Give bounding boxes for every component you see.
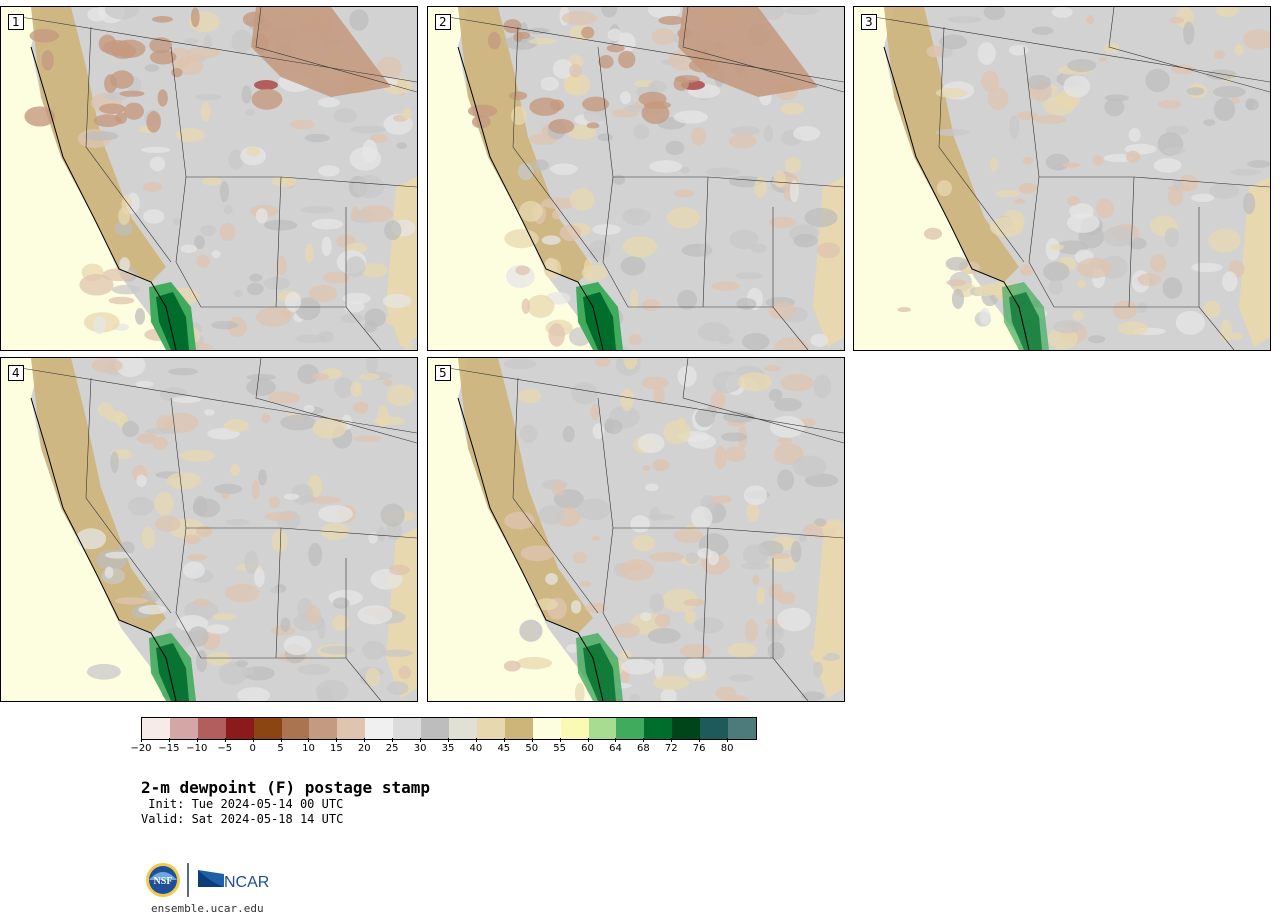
colorbar-tick (475, 738, 477, 742)
colorbar-tick (141, 738, 142, 742)
colorbar-tick (196, 738, 198, 742)
colorbar-tick-label: −15 (158, 743, 180, 754)
url-text: ensemble.ucar.edu (151, 902, 264, 915)
ncar-text: NCAR (224, 874, 269, 891)
colorbar-tick (587, 738, 589, 742)
panel-label-3: 3 (861, 14, 877, 30)
colorbar-tick-label: 15 (329, 743, 343, 754)
colorbar-swatch (560, 718, 589, 739)
colorbar-tick (224, 738, 226, 742)
panel-label-2: 2 (435, 14, 451, 30)
init-time: Init: Tue 2024-05-14 00 UTC (141, 797, 344, 811)
colorbar-tick-label: −20 (130, 743, 152, 754)
colorbar (141, 717, 757, 740)
colorbar-swatch (421, 718, 449, 739)
colorbar-swatch (309, 718, 338, 739)
colorbar-swatch (672, 718, 701, 739)
nsf-text: NSF (154, 876, 173, 887)
colorbar-swatch (225, 718, 254, 739)
colorbar-tick-label: 0 (249, 743, 256, 754)
colorbar-tick (643, 738, 645, 742)
dewpoint-map-5 (428, 358, 844, 701)
colorbar-swatch (142, 718, 170, 739)
colorbar-tick-label: 68 (636, 743, 650, 754)
colorbar-tick-label: 80 (720, 743, 734, 754)
map-panel-3: 3 (853, 6, 1271, 351)
colorbar-tick (252, 738, 254, 742)
nsf-logo-icon: NSF (146, 863, 180, 897)
colorbar-tick (671, 738, 673, 742)
colorbar-swatch (197, 718, 226, 739)
ncar-logo-icon: NCAR (198, 870, 269, 891)
colorbar-swatch (532, 718, 561, 739)
colorbar-ticks: −20 −15 −10 −5 0 5 10 15 20 25 30 35 40 45 50 55 60 64 68 7… (130, 738, 757, 758)
dewpoint-map-3 (854, 7, 1270, 350)
colorbar-tick-label: 55 (553, 743, 566, 754)
colorbar-swatch (588, 718, 617, 739)
panel-label-5: 5 (435, 365, 451, 381)
colorbar-tick-label: 50 (525, 743, 539, 754)
colorbar-tick (168, 738, 170, 742)
colorbar-tick (615, 738, 617, 742)
colorbar-tick-label: 64 (609, 743, 622, 754)
colorbar-tick (280, 738, 282, 742)
colorbar-swatch (616, 718, 645, 739)
map-panel-5: 5 (427, 357, 845, 702)
colorbar-swatch (448, 718, 477, 739)
colorbar-tick-label: 76 (692, 743, 706, 754)
colorbar-tick-label: −5 (217, 743, 233, 754)
colorbar-tick-label: 25 (385, 743, 399, 754)
map-panel-2: 2 (427, 6, 845, 351)
colorbar-tick (392, 738, 394, 742)
colorbar-swatch (393, 718, 422, 739)
colorbar-swatch (281, 718, 310, 739)
colorbar-tick-label: −10 (186, 743, 208, 754)
dewpoint-map-4 (1, 358, 417, 701)
colorbar-tick (448, 738, 449, 742)
colorbar-tick (308, 738, 310, 742)
plot-title: 2-m dewpoint (F) postage stamp (141, 778, 430, 797)
colorbar-tick (420, 738, 422, 742)
dewpoint-map-2 (428, 7, 844, 350)
valid-time: Valid: Sat 2024-05-18 14 UTC (141, 812, 344, 826)
colorbar-tick-label: 72 (664, 743, 678, 754)
colorbar-tick (503, 738, 505, 742)
colorbar-tick-label: 60 (581, 743, 594, 754)
colorbar-swatch (504, 718, 533, 739)
panel-label-4: 4 (8, 365, 24, 381)
colorbar-swatch (253, 718, 282, 739)
colorbar-tick (531, 738, 533, 742)
colorbar-tick-label: 20 (357, 743, 371, 754)
panel-label-1: 1 (8, 14, 24, 30)
colorbar-swatch (169, 718, 198, 739)
map-panel-4: 4 (0, 357, 418, 702)
colorbar-tick-label: 5 (277, 743, 284, 754)
colorbar-tick (336, 738, 338, 742)
colorbar-tick-label: 30 (413, 743, 427, 754)
colorbar-swatch (700, 718, 729, 739)
map-panel-1: 1 (0, 6, 418, 351)
colorbar-swatch (728, 718, 756, 739)
colorbar-tick (364, 738, 366, 742)
colorbar-tick-label: 10 (302, 743, 315, 754)
dewpoint-map-1 (1, 7, 417, 350)
colorbar-tick-label: 35 (441, 743, 455, 754)
colorbar-tick (559, 738, 561, 742)
colorbar-tick-label: 40 (469, 743, 483, 754)
colorbar-swatch (337, 718, 366, 739)
colorbar-tick-label: 45 (497, 743, 511, 754)
colorbar-swatch (476, 718, 505, 739)
colorbar-swatch (365, 718, 394, 739)
colorbar-tick (699, 738, 701, 742)
colorbar-tick (727, 738, 729, 742)
colorbar-swatch (644, 718, 673, 739)
nsf-ncar-logo: NSF NCAR (144, 860, 274, 900)
